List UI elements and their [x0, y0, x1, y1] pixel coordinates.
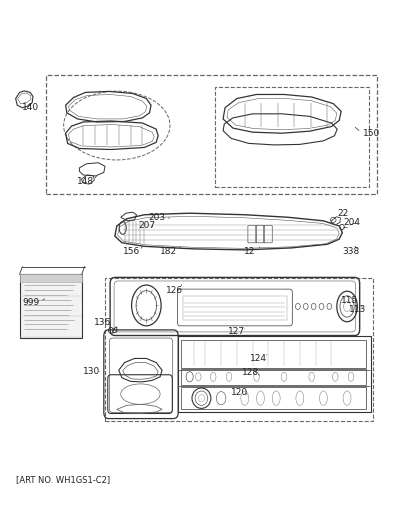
Text: [ART NO. WH1GS1-C2]: [ART NO. WH1GS1-C2] [17, 475, 111, 484]
Text: 22: 22 [337, 208, 348, 218]
FancyBboxPatch shape [20, 274, 82, 338]
Text: 182: 182 [160, 247, 177, 256]
Text: 999: 999 [23, 298, 40, 308]
Text: 150: 150 [363, 129, 380, 137]
Text: 156: 156 [123, 247, 140, 256]
Text: 203: 203 [148, 213, 166, 222]
Text: 140: 140 [23, 103, 40, 112]
FancyBboxPatch shape [20, 274, 82, 282]
Text: 130: 130 [83, 367, 100, 376]
Text: 148: 148 [77, 177, 94, 186]
Text: 207: 207 [139, 221, 156, 230]
Text: 113: 113 [349, 305, 366, 314]
Text: 115: 115 [341, 296, 358, 305]
Text: 204: 204 [343, 218, 360, 227]
Text: 128: 128 [243, 368, 260, 377]
Text: 124: 124 [250, 354, 267, 363]
Text: 127: 127 [228, 328, 245, 336]
Text: 338: 338 [342, 247, 359, 256]
Text: 136: 136 [94, 318, 111, 327]
Text: 120: 120 [231, 387, 248, 397]
Text: 126: 126 [166, 286, 183, 295]
Text: 12: 12 [244, 247, 255, 256]
